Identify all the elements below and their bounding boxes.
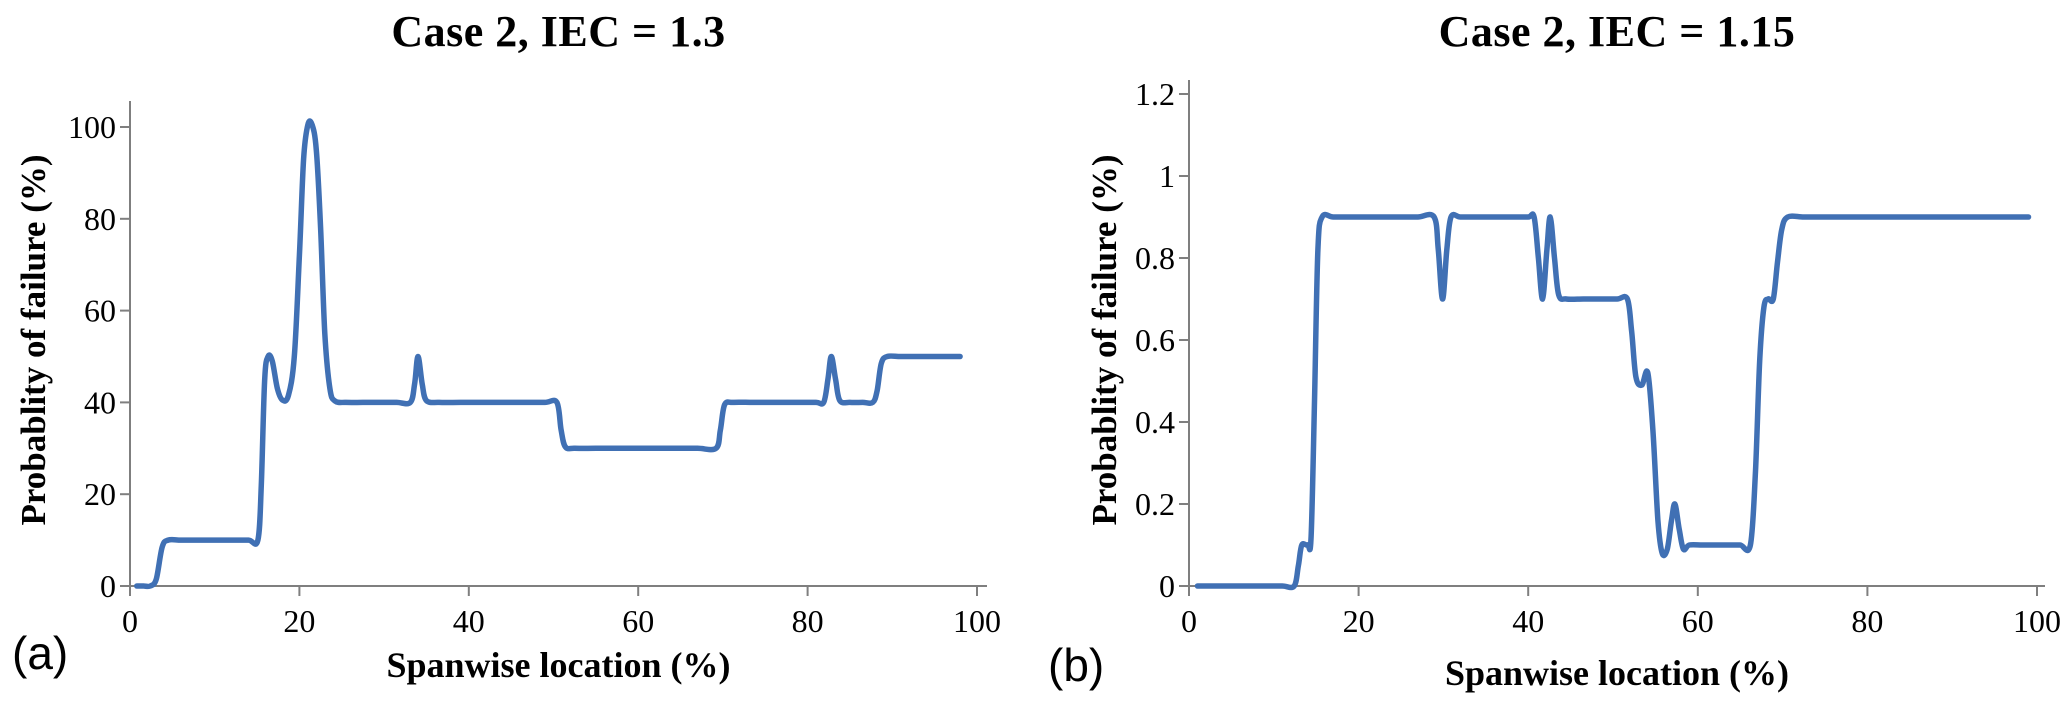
x-tick-label: 60 bbox=[622, 603, 654, 639]
chart-panel-a: 0 20 40 60 80 100 0 20 40 60 80 100 Case 2, IEC = 1… bbox=[0, 0, 1033, 706]
x-tick-label: 20 bbox=[283, 603, 315, 639]
x-tick-label: 60 bbox=[1682, 603, 1714, 639]
data-line bbox=[1194, 211, 2032, 591]
y-tick-label: 80 bbox=[84, 201, 116, 237]
panel-letter-a: (a) bbox=[12, 627, 69, 679]
chart-canvas-b: 0 20 40 60 80 100 0 0.2 0.4 0.6 0.8 1 1.2 bbox=[1135, 76, 2061, 639]
x-tick-label: 0 bbox=[1181, 603, 1197, 639]
y-tick-label: 0 bbox=[1159, 568, 1175, 604]
chart-title-a: Case 2, IEC = 1.3 bbox=[391, 7, 726, 56]
panel-letter-b: (b) bbox=[1048, 639, 1105, 691]
x-tick-label: 20 bbox=[1343, 603, 1375, 639]
y-tick-label: 0.8 bbox=[1135, 240, 1175, 276]
x-tick-label: 40 bbox=[453, 603, 485, 639]
chart-panel-b: 0 20 40 60 80 100 0 0.2 0.4 0.6 0.8 1 1.2 Case 2, IE… bbox=[1034, 0, 2067, 706]
x-axis-label-a: Spanwise location (%) bbox=[386, 645, 731, 685]
y-tick-label: 40 bbox=[84, 384, 116, 420]
x-tick-label: 40 bbox=[1512, 603, 1544, 639]
y-tick-label: 1 bbox=[1159, 158, 1175, 194]
y-axis-label-b: Probablity of failure (%) bbox=[1085, 154, 1124, 526]
x-tick-label: 0 bbox=[122, 603, 138, 639]
x-tick-label: 100 bbox=[953, 603, 1001, 639]
y-tick-label: 0.4 bbox=[1135, 404, 1175, 440]
chart-title-b: Case 2, IEC = 1.15 bbox=[1438, 7, 1796, 56]
y-tick-label: 20 bbox=[84, 476, 116, 512]
y-tick-label: 0 bbox=[100, 568, 116, 604]
y-tick-label: 1.2 bbox=[1135, 76, 1175, 112]
y-tick-label: 0.2 bbox=[1135, 486, 1175, 522]
data-line bbox=[134, 118, 963, 590]
y-tick-label: 60 bbox=[84, 293, 116, 329]
x-tick-label: 80 bbox=[792, 603, 824, 639]
y-axis-label-a: Probablity of failure (%) bbox=[14, 154, 53, 526]
x-tick-label: 100 bbox=[2013, 603, 2061, 639]
chart-canvas-a: 0 20 40 60 80 100 0 20 40 60 80 100 bbox=[68, 101, 1001, 639]
y-tick-label: 100 bbox=[68, 109, 116, 145]
x-tick-label: 80 bbox=[1851, 603, 1883, 639]
y-tick-label: 0.6 bbox=[1135, 322, 1175, 358]
x-axis-label-b: Spanwise location (%) bbox=[1444, 653, 1790, 693]
